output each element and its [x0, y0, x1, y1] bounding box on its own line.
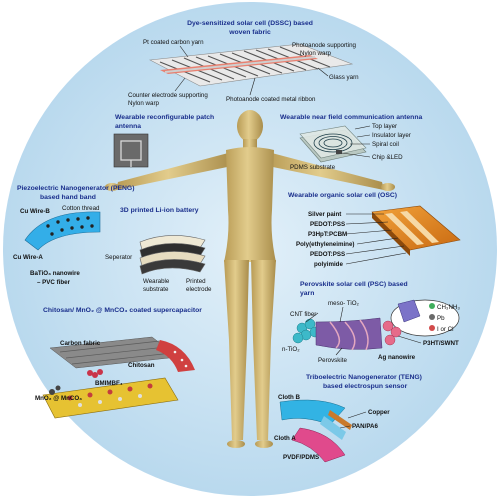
carbon-fabric-illustration: [49, 336, 195, 372]
dssc-label-pa-1: Photoanode supporting: [292, 42, 357, 49]
osc-label-pedot1: PEDOT:PSS: [310, 221, 345, 228]
patch-title-2: antenna: [115, 123, 141, 130]
perovskite-yarn-illustration: [292, 317, 402, 351]
teng-illustration: [279, 399, 352, 463]
teng-section: Triboelectric Nanogenerator (TENG) based…: [274, 374, 422, 463]
psc-label-ag: Ag nanowire: [378, 354, 416, 361]
nfc-label-top: Top layer: [372, 123, 397, 130]
teng-title-2: based electrospun sensor: [323, 383, 408, 390]
dssc-label-ribbon: Photoanode coated metal ribbon: [226, 96, 316, 103]
teng-title-1: Triboelectric Nanogenerator (TENG): [306, 374, 422, 381]
peng-title-1: Piezoelectric Nanogenerator (PENG): [17, 185, 134, 192]
psc-label-p3ht: P3HT/SWNT: [423, 340, 459, 347]
battery-title: 3D printed Li-ion battery: [120, 207, 199, 214]
woven-fabric-illustration: [148, 43, 354, 87]
dssc-label-glass: Glass yarn: [329, 74, 359, 81]
teng-label-pvdf: PVDF/PDMS: [283, 454, 319, 461]
nfc-label-coil: Spiral coil: [372, 141, 399, 148]
patch-title-1: Wearable reconfigurable patch: [115, 114, 214, 121]
battery-label-substrate-2: substrate: [143, 286, 169, 293]
peng-label-wire-b: Cu Wire-B: [20, 208, 50, 215]
peng-title-2: based hand band: [40, 194, 96, 201]
supercap-title: Chitosan/ MnO₂ @ MnCO₃ coated supercapac…: [43, 307, 202, 314]
battery-label-separator: Seperator: [105, 254, 132, 261]
perovskite-crystal-icon: [397, 299, 435, 331]
osc-label-p3hpt: P3HpT:PCBM: [308, 231, 347, 238]
supercap-label-chitosan: Chitosan: [128, 362, 155, 369]
nfc-section: Wearable near field communication antenn…: [280, 114, 422, 171]
teng-label-copper: Copper: [368, 409, 390, 416]
battery-label-substrate-1: Wearable: [143, 278, 170, 285]
battery-label-electrode-1: Printed: [186, 278, 206, 285]
peng-label-thread: Cotton thread: [62, 205, 100, 212]
dssc-title-2: woven fabric: [228, 29, 271, 36]
teng-label-cloth-b: Cloth B: [278, 394, 301, 401]
psc-label-meso: meso- TiO₂: [328, 300, 360, 307]
nfc-label-substrate: PDMS substrate: [290, 164, 336, 171]
psc-label-ch3nh3: CH₃NH₃: [437, 304, 460, 311]
battery-section: 3D printed Li-ion battery Seperator Wear…: [105, 207, 212, 293]
peng-label-nanowire-2: – PVC fiber: [37, 279, 71, 286]
electrode-illustration: [42, 377, 179, 419]
psc-section: Perovskite solar cell (PSC) based yarn C…: [282, 281, 460, 364]
human-figure: [105, 110, 395, 448]
teng-label-pan: PAN/PA6: [352, 423, 378, 430]
psc-title-1: Perovskite solar cell (PSC) based: [300, 281, 408, 288]
supercap-label-mno2: MnO₂ @ MnCO₃: [35, 395, 82, 402]
osc-section: Wearable organic solar cell (OSC) Silver…: [288, 192, 461, 268]
psc-label-pb: Pb: [437, 315, 445, 322]
peng-section: Piezoelectric Nanogenerator (PENG) based…: [13, 185, 134, 286]
patch-antenna-section: Wearable reconfigurable patch antenna: [113, 114, 214, 168]
battery-label-electrode-2: electrode: [186, 286, 212, 293]
osc-label-pei: Poly(ethyleneimine): [296, 241, 354, 248]
nfc-label-insulator: Insulator layer: [372, 132, 411, 139]
dssc-title-1: Dye-sensitized solar cell (DSSC) based: [187, 20, 313, 27]
peng-label-nanowire-1: BaTiO₃ nanowire: [30, 270, 80, 277]
psc-label-ntio2: n-TiO₂: [282, 346, 300, 353]
supercap-section: Chitosan/ MnO₂ @ MnCO₃ coated supercapac…: [35, 307, 202, 419]
psc-title-2: yarn: [300, 290, 314, 297]
teng-label-cloth-a: Cloth A: [274, 435, 296, 442]
dssc-section: Dye-sensitized solar cell (DSSC) based w…: [128, 20, 359, 107]
dssc-label-pa-2: Nylon warp: [300, 50, 332, 57]
osc-title: Wearable organic solar cell (OSC): [288, 192, 397, 199]
osc-label-pedot2: PEDOT:PSS: [310, 251, 345, 258]
dssc-label-ce-2: Nylon warp: [128, 100, 160, 107]
supercap-label-carbon: Carbon fabric: [60, 340, 101, 347]
dssc-label-pt: Pt coated carbon yarn: [143, 39, 204, 46]
psc-label-halide: I or Cl: [437, 326, 454, 333]
osc-label-polyimide: polyimide: [314, 261, 343, 268]
nfc-label-chip: Chip &LED: [372, 154, 403, 161]
psc-label-cnt: CNT fiber: [290, 311, 316, 318]
dssc-label-ce-1: Counter electrode supporting: [128, 92, 208, 99]
supercap-label-ionic: BMIMBF₄: [95, 380, 123, 387]
peng-label-wire-a: Cu Wire-A: [13, 254, 43, 261]
nfc-title: Wearable near field communication antenn…: [280, 114, 422, 121]
osc-label-silver: Silver paint: [308, 211, 341, 218]
psc-label-perovskite: Perovskite: [318, 357, 347, 364]
